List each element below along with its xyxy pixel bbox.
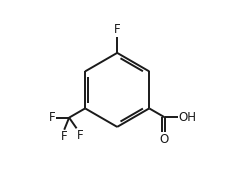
Text: O: O [159,133,168,146]
Text: OH: OH [178,111,196,124]
Text: F: F [114,23,121,36]
Text: F: F [77,129,84,142]
Text: F: F [49,111,55,124]
Text: F: F [61,130,68,143]
